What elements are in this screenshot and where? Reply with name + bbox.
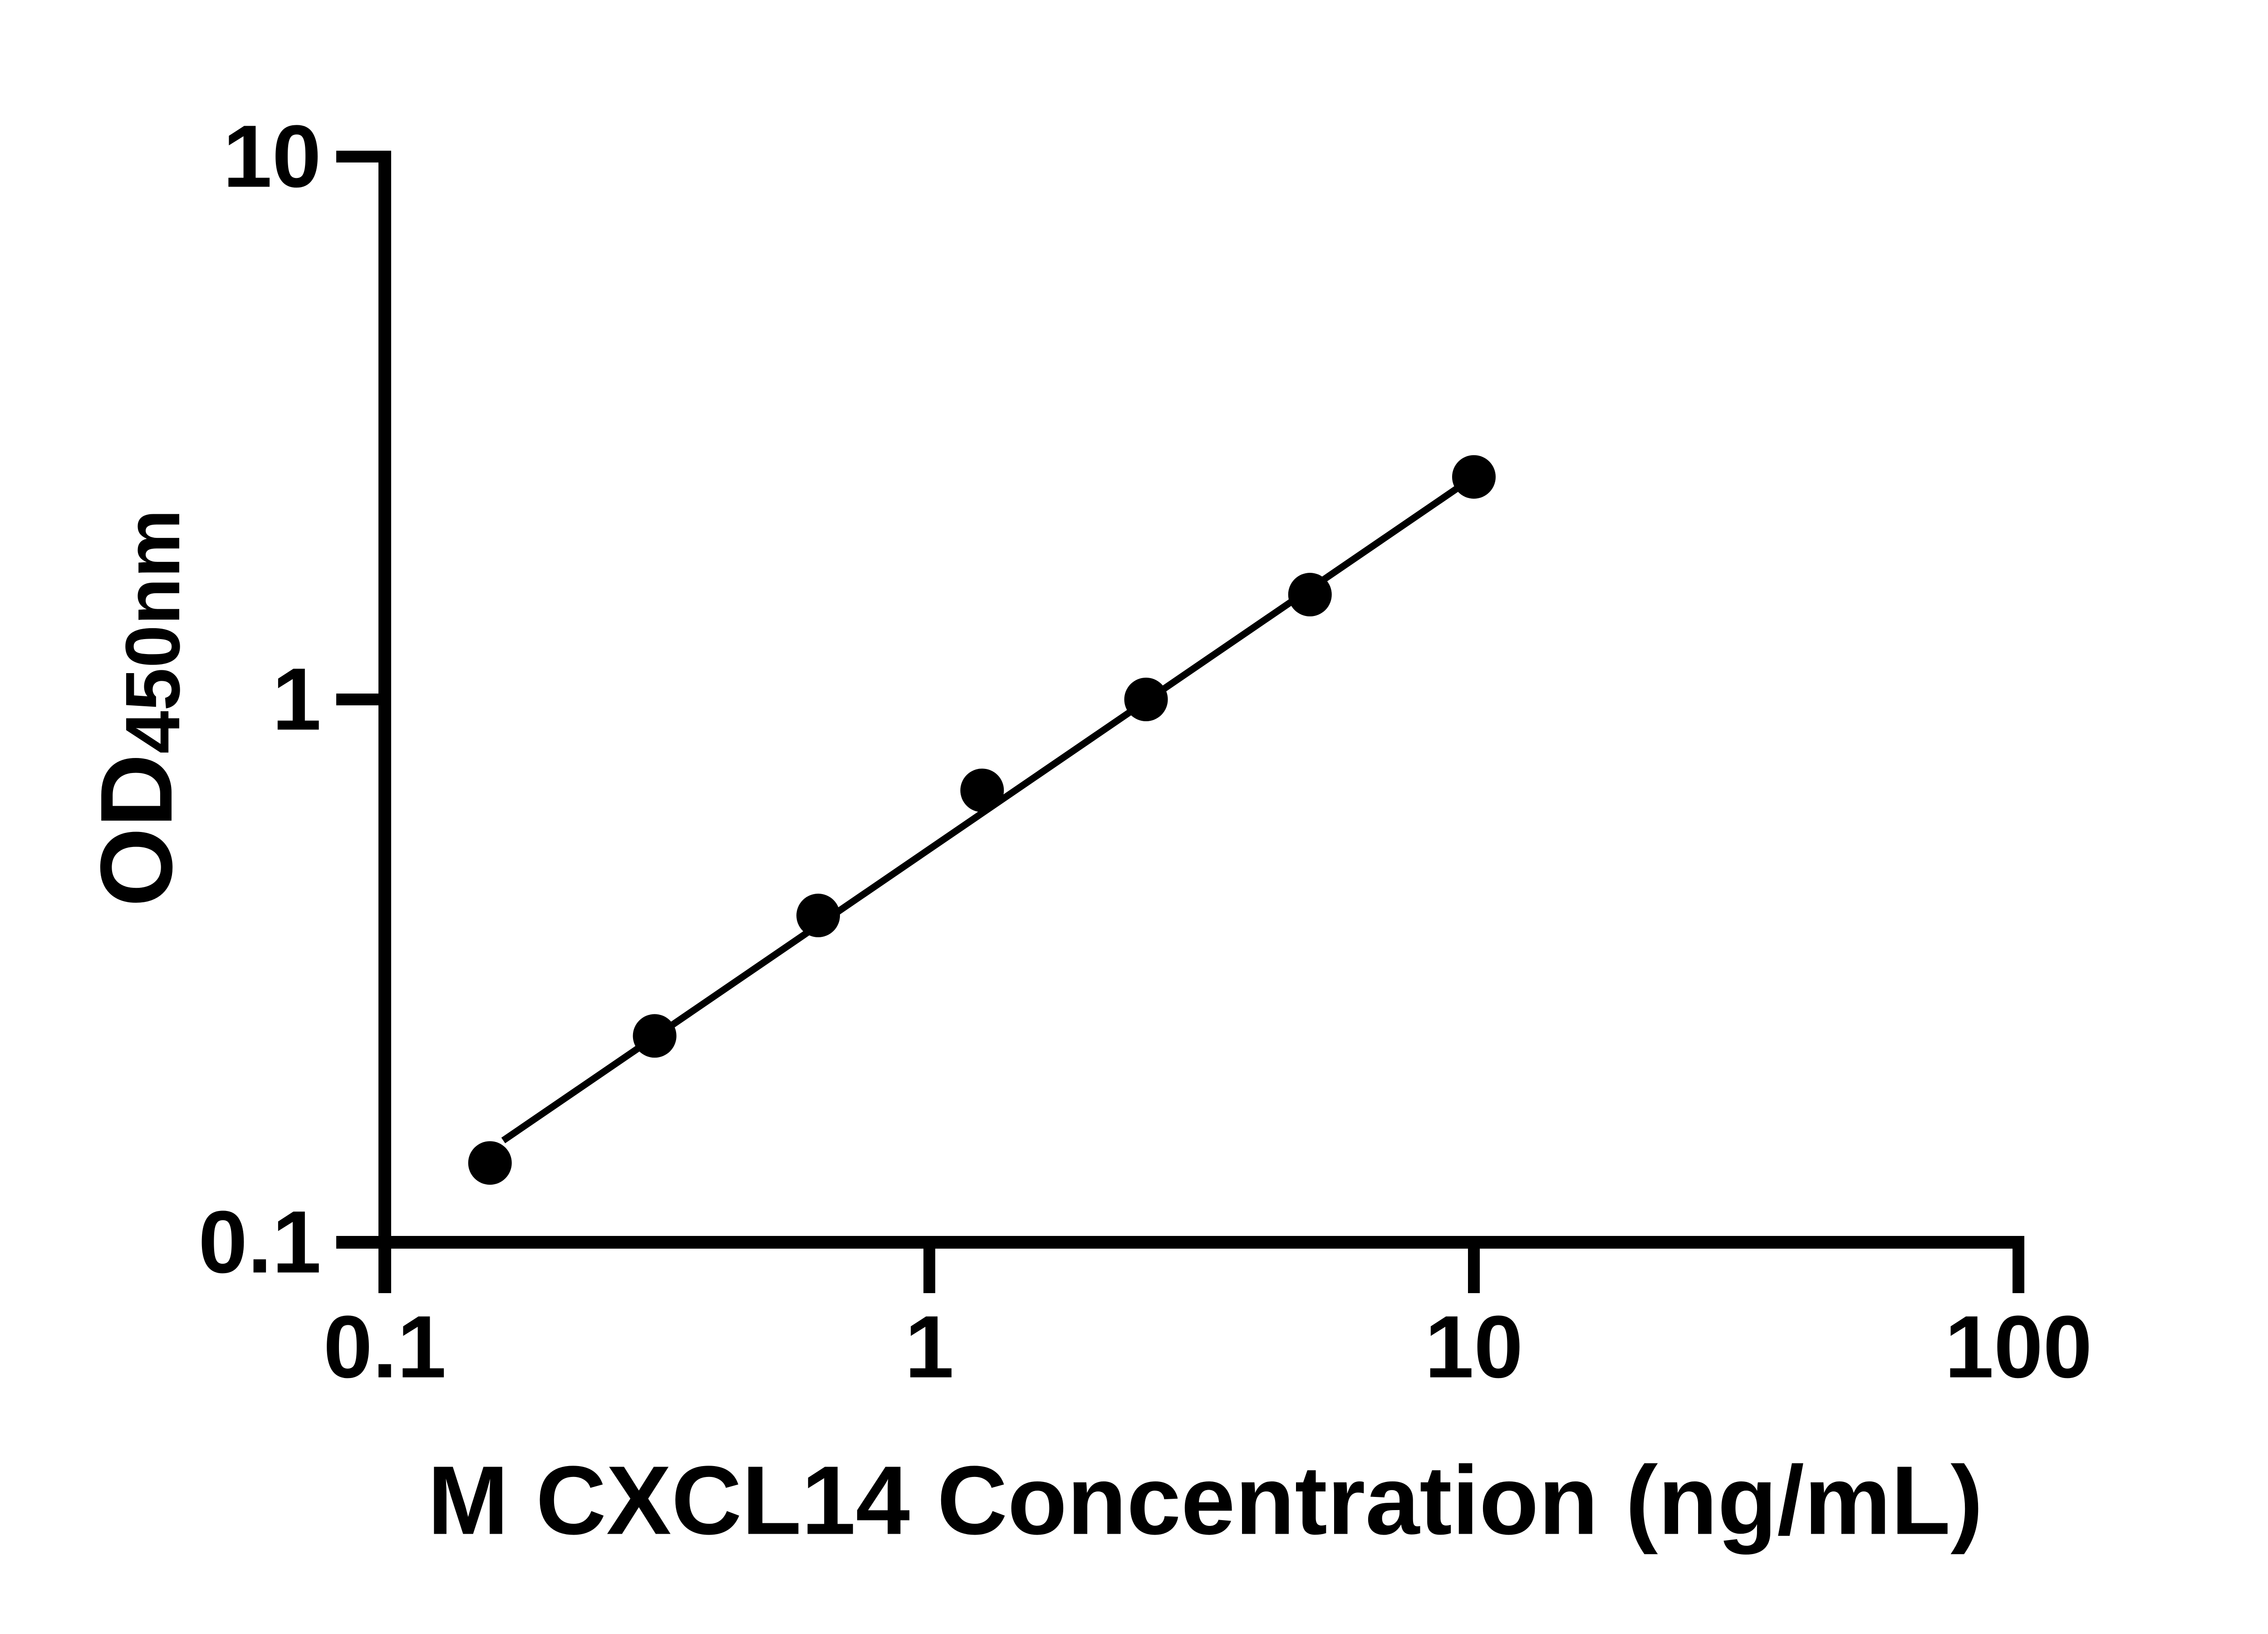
x-axis-title: M CXCL14 Concentration (ng/mL) <box>427 1452 1983 1549</box>
data-point-2 <box>633 1014 677 1058</box>
y-axis-title-main: OD <box>79 753 193 907</box>
data-point-7 <box>1452 455 1496 499</box>
x-tick-label-10: 10 <box>1424 1297 1523 1397</box>
y-tick-label-0.1: 0.1 <box>198 1192 321 1292</box>
y-axis-title: OD450nm <box>79 509 196 907</box>
x-tick-label-0.1: 0.1 <box>323 1297 447 1397</box>
data-point-1 <box>468 1141 512 1185</box>
data-point-6 <box>1288 573 1332 617</box>
y-axis-title-subscript: 450nm <box>110 509 196 754</box>
y-tick-label-10: 10 <box>223 107 321 206</box>
x-axis-title-text: M CXCL14 Concentration (ng/mL) <box>427 1445 1983 1555</box>
data-point-5 <box>1124 678 1168 721</box>
x-tick-label-100: 100 <box>1944 1297 2092 1397</box>
x-tick-label-1: 1 <box>904 1297 954 1397</box>
data-point-3 <box>796 893 840 937</box>
y-tick-label-1: 1 <box>272 650 321 749</box>
data-point-4 <box>960 768 1004 812</box>
